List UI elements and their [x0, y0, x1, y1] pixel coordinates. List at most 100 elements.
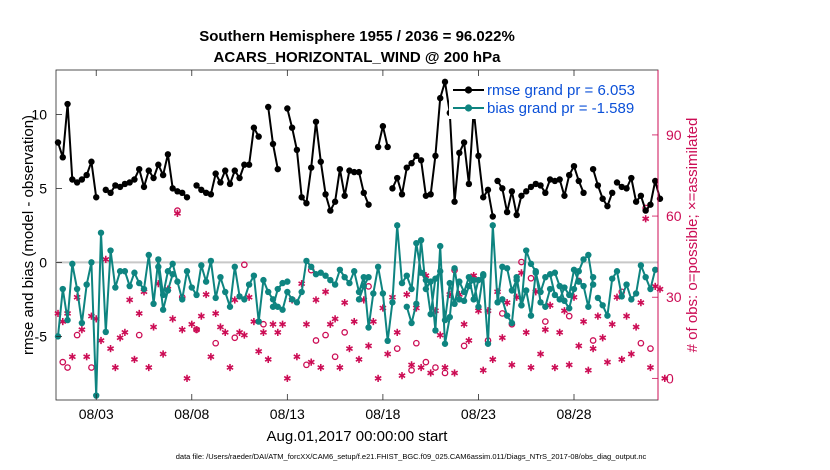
rmse-point [437, 94, 444, 102]
rmse-point [489, 213, 496, 220]
obs-assimilated-marker [393, 328, 401, 336]
obs-possible-marker [432, 364, 439, 371]
rmse-point [518, 192, 525, 199]
obs-assimilated-marker [584, 366, 592, 374]
bias-point [150, 300, 157, 308]
bias-point [140, 285, 148, 293]
obs-assimilated-marker [642, 215, 650, 223]
obs-assimilated-marker [498, 334, 506, 342]
bias-point [542, 273, 549, 281]
bias-point [202, 278, 210, 285]
rmse-point [365, 201, 372, 208]
obs-assimilated-marker [355, 355, 363, 364]
obs-assimilated-marker [618, 355, 626, 364]
bias-point [217, 273, 224, 281]
rmse-point [179, 189, 186, 197]
bias-point [446, 279, 453, 287]
obs-assimilated-marker [365, 342, 373, 350]
rmse-point [475, 152, 482, 160]
rmse-point [561, 192, 568, 199]
obs-assimilated-marker [121, 328, 129, 336]
obs-assimilated-marker [202, 290, 210, 299]
bias-point [164, 287, 172, 294]
obs-assimilated-marker [159, 350, 167, 358]
rmse-point [427, 191, 434, 198]
bias-point [298, 288, 305, 296]
obs-assimilated-marker [135, 309, 143, 318]
rmse-point [374, 143, 382, 151]
rmse-point [54, 139, 62, 146]
obs-possible-marker [422, 358, 430, 366]
bias-point [613, 268, 621, 275]
rmse-point [351, 168, 358, 176]
bias-point [188, 284, 195, 291]
bias-point [585, 303, 592, 310]
rmse-point [274, 165, 281, 173]
rmse-point [480, 194, 487, 201]
obs-assimilated-marker [107, 345, 115, 353]
bias-point [265, 288, 272, 296]
y-right-tick-label: 30 [666, 289, 682, 305]
bias-point [480, 272, 487, 279]
y-axis-right-label: # of obs: o=possible; ×=assimilated [684, 118, 701, 353]
bias-point [78, 319, 86, 327]
bias-point [494, 299, 501, 306]
obs-assimilated-marker [116, 334, 124, 342]
obs-assimilated-marker [312, 296, 320, 304]
rmse-point [637, 192, 645, 199]
obs-assimilated-marker [341, 299, 349, 307]
rmse-point [298, 194, 305, 201]
bias-point [609, 275, 616, 282]
rmse-point [183, 194, 191, 201]
bias-point [64, 316, 71, 324]
bias-point [489, 222, 496, 229]
bias-point [532, 269, 539, 276]
rmse-point [513, 211, 520, 219]
bias-point [408, 285, 415, 293]
bias-point [398, 279, 406, 287]
obs-possible-marker [331, 353, 339, 361]
rmse-point [394, 174, 401, 182]
bias-point [470, 296, 477, 303]
bias-point [355, 288, 363, 296]
rmse-point [542, 189, 549, 197]
obs-assimilated-marker [594, 312, 602, 320]
bias-point [475, 303, 482, 310]
obs-assimilated-marker [661, 374, 669, 382]
bias-point [126, 282, 133, 290]
obs-assimilated-marker [331, 315, 339, 323]
bias-point [413, 300, 420, 308]
x-axis-label: Aug.01,2017 00:00:00 start [267, 428, 449, 445]
bias-point [269, 296, 277, 303]
bias-point [341, 273, 348, 281]
bias-point [523, 247, 530, 254]
obs-possible-marker [59, 358, 67, 366]
legend: rmse grand pr = 6.053 bias grand pr = -1… [449, 77, 654, 119]
bias-point [537, 288, 544, 296]
obs-assimilated-marker [183, 374, 191, 382]
bias-point [632, 290, 640, 297]
bias-point [236, 293, 243, 300]
obs-assimilated-marker [216, 323, 224, 331]
bias-point [379, 290, 387, 297]
rmse-point [441, 78, 449, 86]
bias-point [159, 306, 167, 313]
rmse-point [312, 118, 320, 125]
rmse-point [389, 185, 396, 192]
obs-assimilated-marker [398, 372, 406, 380]
rmse-point [379, 123, 387, 130]
bias-point [422, 276, 430, 284]
obs-assimilated-marker [441, 363, 449, 372]
rmse-point [609, 189, 616, 197]
bias-point [245, 281, 253, 288]
rmse-point [556, 176, 563, 183]
rmse-point [604, 202, 611, 210]
bias-point [508, 319, 516, 327]
bias-point [331, 281, 339, 288]
obs-possible-marker [135, 331, 143, 339]
bias-point [546, 285, 554, 293]
rmse-point [456, 149, 463, 157]
obs-assimilated-marker [173, 209, 181, 217]
bias-point [523, 287, 530, 294]
obs-possible-marker [518, 258, 525, 266]
